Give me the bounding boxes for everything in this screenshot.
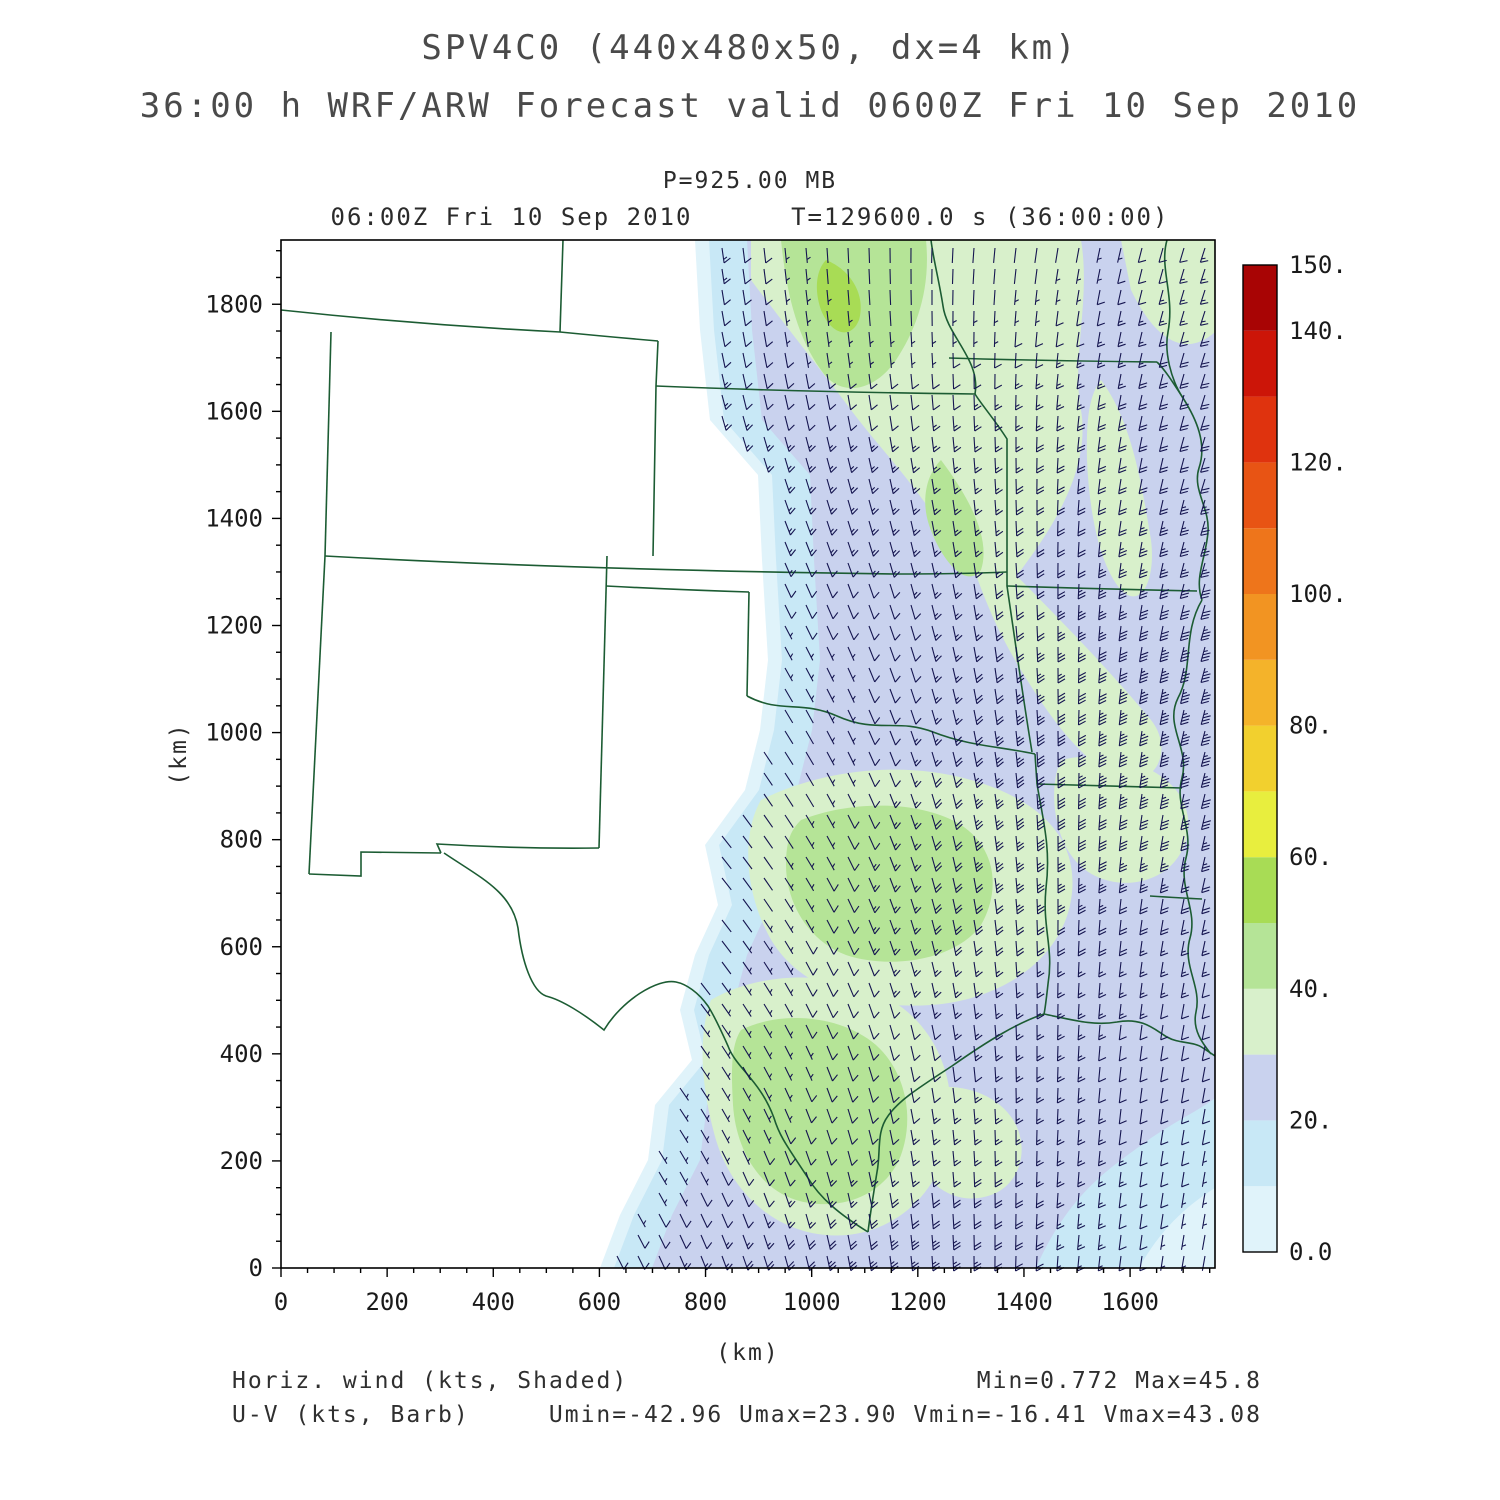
pressure-level-label: P=925.00 MB bbox=[662, 168, 838, 194]
plot-frame bbox=[280, 239, 1216, 1269]
colorbar-segment bbox=[1243, 1186, 1277, 1252]
y-tick-label: 400 bbox=[220, 1040, 263, 1068]
colorbar: 0.0 20. 40. 60. 80. 100. 120. 140. 150. bbox=[1242, 251, 1347, 1266]
y-axis-label: (km) bbox=[166, 722, 192, 785]
colorbar-tick-label: 150. bbox=[1289, 251, 1347, 279]
map-area bbox=[281, 240, 1215, 1272]
y-tick-label: 1200 bbox=[205, 612, 263, 640]
wind-barbs bbox=[616, 247, 1211, 1272]
shade-band-40-50 bbox=[731, 1018, 908, 1205]
barb-field-legend: U-V (kts, Barb) bbox=[232, 1402, 470, 1428]
colorbar-tick-label: 40. bbox=[1289, 975, 1332, 1003]
x-axis-label: (km) bbox=[716, 1340, 779, 1366]
colorbar-segment bbox=[1243, 462, 1277, 529]
plot-title-line1: SPV4C0 (440x480x50, dx=4 km) bbox=[421, 28, 1079, 68]
colorbar-segment bbox=[1243, 857, 1277, 923]
plot-title-line2: 36:00 h WRF/ARW Forecast valid 0600Z Fri… bbox=[139, 86, 1361, 126]
y-tick-label: 800 bbox=[220, 826, 263, 854]
colorbar-segment bbox=[1243, 396, 1277, 463]
colorbar-segment bbox=[1243, 988, 1277, 1055]
x-tick-label: 800 bbox=[684, 1288, 727, 1316]
colorbar-segment bbox=[1243, 659, 1277, 726]
valid-time-label: 06:00Z Fri 10 Sep 2010 T=129600.0 s (36:… bbox=[330, 203, 1170, 231]
shade-band-30-40 bbox=[911, 1086, 1022, 1199]
x-tick-label: 1600 bbox=[1101, 1288, 1159, 1316]
field-minmax-label: Min=0.772 Max=45.8 bbox=[976, 1368, 1262, 1394]
colorbar-tick-label: 0.0 bbox=[1289, 1238, 1332, 1266]
colorbar-segment bbox=[1243, 1054, 1277, 1121]
colorbar-tick-label: 80. bbox=[1289, 712, 1332, 740]
y-tick-label: 1800 bbox=[205, 290, 263, 318]
x-tick-label: 1400 bbox=[995, 1288, 1053, 1316]
x-tick-label: 1000 bbox=[783, 1288, 841, 1316]
shade-se-lightest bbox=[1139, 1188, 1215, 1268]
colorbar-segment bbox=[1243, 1120, 1277, 1187]
axis-tick-labels: 0 200 400 600 800 1000 1200 1400 1600 0 200 400 600 8… bbox=[205, 290, 1159, 1316]
x-tick-label: 400 bbox=[472, 1288, 515, 1316]
x-tick-label: 600 bbox=[578, 1288, 621, 1316]
colorbar-tick-label: 120. bbox=[1289, 448, 1347, 476]
colorbar-segment bbox=[1243, 725, 1277, 792]
colorbar-tick-label: 20. bbox=[1289, 1106, 1332, 1134]
y-tick-label: 1400 bbox=[205, 504, 263, 532]
uv-minmax-label: Umin=-42.96 Umax=23.90 Vmin=-16.41 Vmax=… bbox=[548, 1402, 1262, 1428]
colorbar-frame bbox=[1242, 264, 1278, 1253]
colorbar-tick-label: 140. bbox=[1289, 317, 1347, 345]
shade-band-30-40 bbox=[971, 540, 1162, 780]
colorbar-segment bbox=[1243, 265, 1277, 331]
colorbar-segment bbox=[1243, 594, 1277, 660]
y-tick-label: 600 bbox=[220, 933, 263, 961]
colorbar-tick-label: 100. bbox=[1289, 580, 1347, 608]
y-tick-label: 1000 bbox=[205, 719, 263, 747]
shaded-field-legend: Horiz. wind (kts, Shaded) bbox=[232, 1368, 629, 1394]
axis-ticks bbox=[272, 250, 1211, 1277]
y-tick-label: 1600 bbox=[205, 397, 263, 425]
colorbar-segment bbox=[1243, 528, 1277, 594]
x-tick-label: 1200 bbox=[889, 1288, 947, 1316]
colorbar-segment bbox=[1243, 923, 1277, 989]
colorbar-tick-label: 60. bbox=[1289, 843, 1332, 871]
y-tick-label: 200 bbox=[220, 1147, 263, 1175]
x-tick-label: 200 bbox=[365, 1288, 408, 1316]
colorbar-segment bbox=[1243, 791, 1277, 858]
x-tick-label: 0 bbox=[274, 1288, 288, 1316]
colorbar-segment bbox=[1243, 330, 1277, 397]
wind-speed-shading bbox=[600, 240, 1215, 1268]
y-tick-label: 0 bbox=[249, 1254, 263, 1282]
